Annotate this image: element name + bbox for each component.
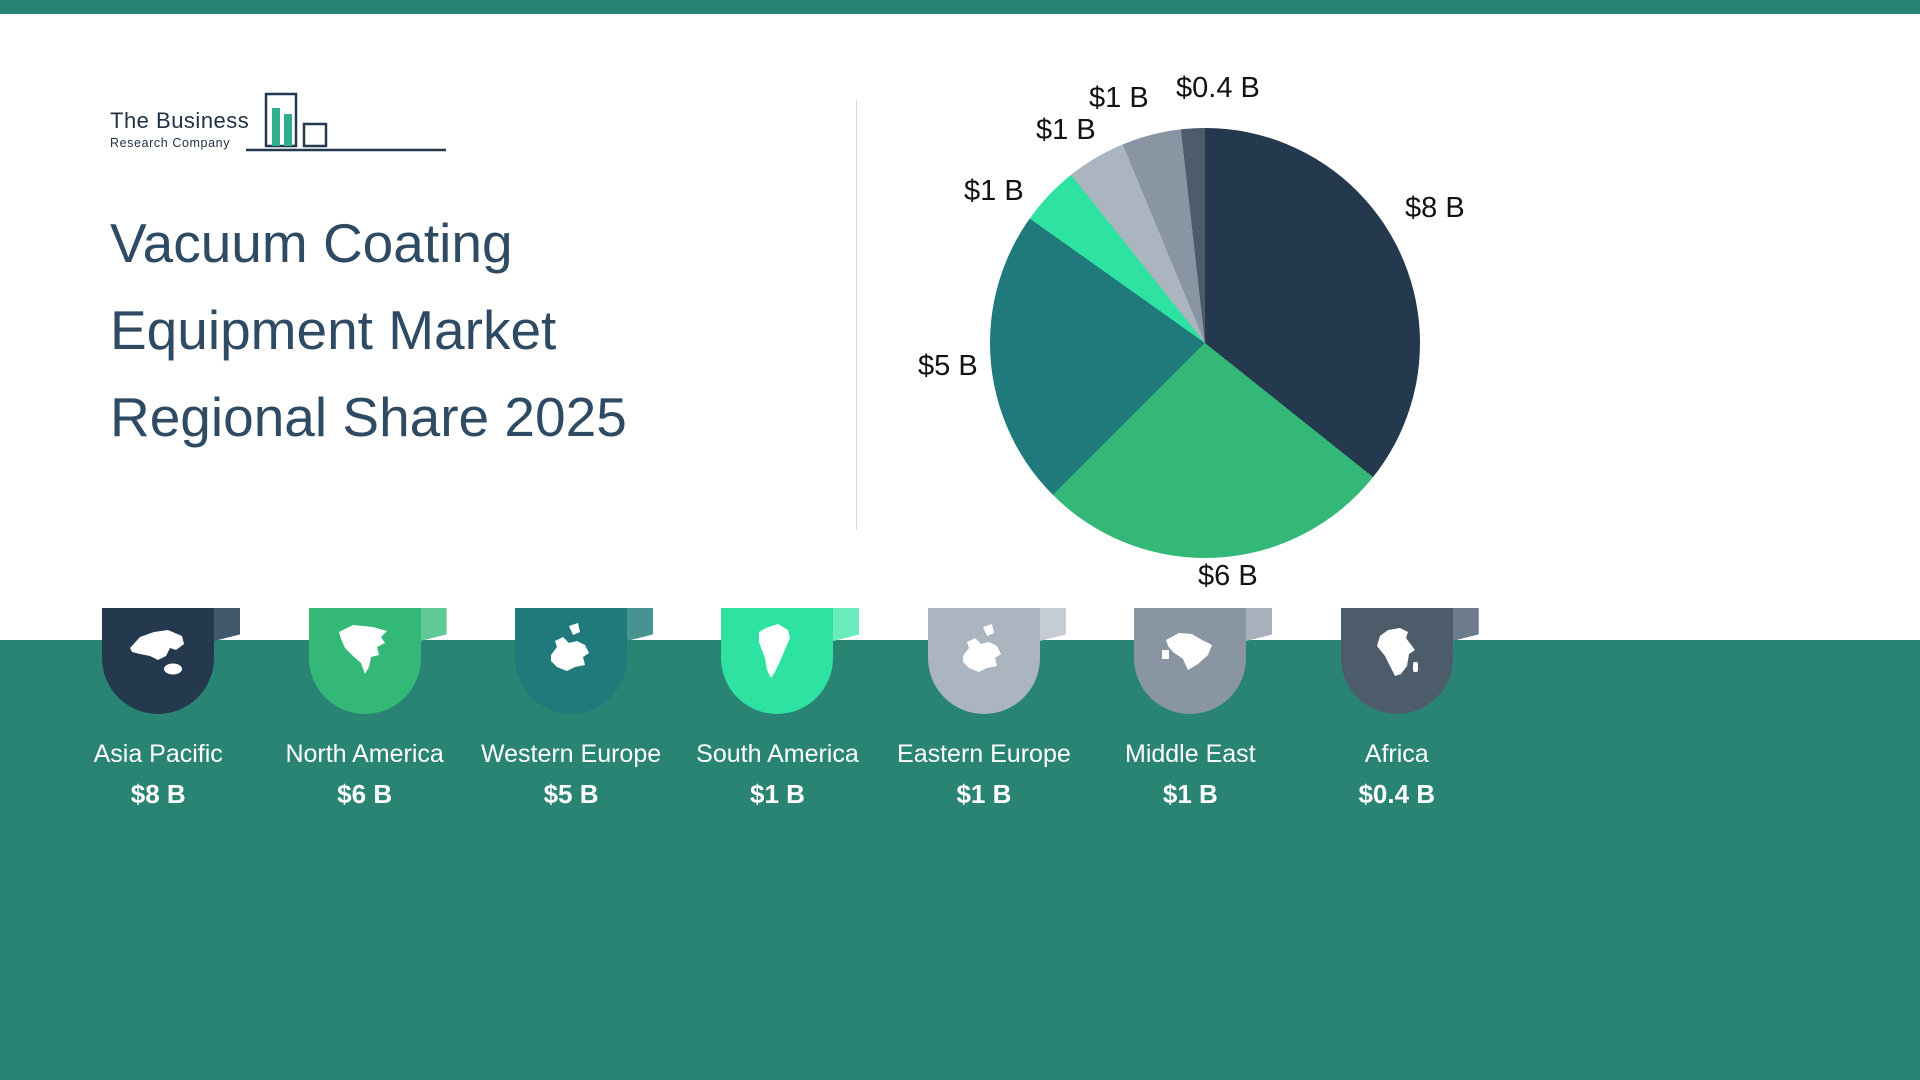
legend-ribbon <box>1340 608 1479 714</box>
vertical-divider <box>856 100 857 530</box>
legend-item-eastern-europe: Eastern Europe $1 B <box>881 608 1087 810</box>
legend-region-value: $1 B <box>1162 779 1218 809</box>
legend-region-name: Western Europe <box>480 740 662 768</box>
middle-east-map-icon <box>1162 633 1213 670</box>
legend-region-name: Eastern Europe <box>897 740 1071 768</box>
legend-region-name: Africa <box>1364 740 1429 768</box>
legend-region-name: North America <box>285 740 444 768</box>
eastern-europe-map-icon <box>962 624 1001 672</box>
pie-label-africa: $0.4 B <box>1176 72 1260 104</box>
title-line-1: Vacuum Coating <box>110 212 513 274</box>
pie-label-eastern-europe: $1 B <box>1036 114 1096 146</box>
legend-item-asia-pacific: Asia Pacific $8 B <box>55 608 261 810</box>
legend-ribbon <box>515 608 654 714</box>
title-line-2: Equipment Market <box>110 299 557 361</box>
chart-title: Vacuum Coating Equipment Market Regional… <box>110 200 627 461</box>
ribbon-pill <box>102 608 215 714</box>
south-america-map-icon <box>759 624 791 678</box>
logo-bar-chart-icon <box>246 92 446 152</box>
legend-region-value: $6 B <box>337 779 393 809</box>
legend-item-africa: Africa $0.4 B <box>1294 608 1500 810</box>
ribbon-pill <box>308 608 421 714</box>
legend-region-name: Middle East <box>1125 740 1256 768</box>
legend-region-value: $5 B <box>543 779 599 809</box>
legend-region-value: $1 B <box>956 779 1012 809</box>
legend-region-name: South America <box>696 740 859 768</box>
north-america-map-icon <box>338 625 387 674</box>
western-europe-map-icon <box>551 623 590 671</box>
logo-text-primary: The Business <box>110 108 250 133</box>
title-line-3: Regional Share 2025 <box>110 386 627 448</box>
pie-chart-panel: $8 B $6 B $5 B $1 B $1 B $1 B $0.4 B <box>860 0 1910 620</box>
legend-region-value: $8 B <box>130 779 186 809</box>
legend-item-north-america: North America $6 B <box>261 608 467 810</box>
top-accent-strip <box>0 0 1920 14</box>
ribbon-pill <box>927 608 1040 714</box>
pie-chart <box>990 128 1420 558</box>
pie-label-north-america: $6 B <box>1198 560 1258 592</box>
ribbon-pill <box>1134 608 1247 714</box>
ribbon-pill <box>1340 608 1453 714</box>
legend-region-value: $1 B <box>750 779 805 809</box>
legend-item-south-america: South America $1 B <box>674 608 880 810</box>
ribbon-pill <box>721 608 834 714</box>
legend-ribbon <box>102 608 241 714</box>
africa-map-icon <box>1376 628 1418 676</box>
legend-item-middle-east: Middle East $1 B <box>1087 608 1293 810</box>
asia-pacific-map-icon <box>130 630 185 675</box>
pie-label-western-europe: $5 B <box>918 350 978 382</box>
logo-text: The Business Research Company <box>110 108 249 150</box>
pie-label-asia-pacific: $8 B <box>1405 192 1465 224</box>
legend-item-western-europe: Western Europe $5 B <box>468 608 674 810</box>
legend-band <box>0 640 1920 1080</box>
legend: Asia Pacific $8 B North America $6 B <box>55 608 1500 810</box>
legend-region-value: $0.4 B <box>1358 779 1436 809</box>
logo-text-secondary: Research Company <box>110 136 231 150</box>
legend-ribbon <box>927 608 1066 714</box>
legend-region-name: Asia Pacific <box>93 740 223 768</box>
legend-ribbon <box>308 608 447 714</box>
ribbon-pill <box>515 608 628 714</box>
legend-ribbon <box>1134 608 1273 714</box>
pie-label-middle-east: $1 B <box>1089 82 1149 114</box>
pie-label-south-america: $1 B <box>964 175 1024 207</box>
company-logo: The Business Research Company <box>110 90 446 165</box>
legend-ribbon <box>721 608 860 714</box>
